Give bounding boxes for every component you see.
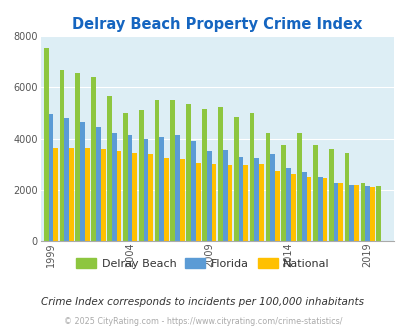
Bar xyxy=(312,145,317,241)
Text: © 2025 CityRating.com - https://www.cityrating.com/crime-statistics/: © 2025 CityRating.com - https://www.city… xyxy=(64,317,341,326)
Bar xyxy=(143,139,148,241)
Bar xyxy=(349,185,353,241)
Bar xyxy=(85,148,90,241)
Bar xyxy=(112,134,116,241)
Bar xyxy=(148,154,153,241)
Bar xyxy=(238,156,243,241)
Legend: Delray Beach, Florida, National: Delray Beach, Florida, National xyxy=(71,254,334,273)
Bar xyxy=(322,178,326,241)
Bar xyxy=(64,118,69,241)
Bar xyxy=(96,127,100,241)
Bar xyxy=(286,168,290,241)
Bar xyxy=(100,149,105,241)
Bar xyxy=(69,148,74,241)
Bar xyxy=(53,148,58,241)
Bar xyxy=(233,117,238,241)
Bar xyxy=(317,177,322,241)
Bar xyxy=(60,70,64,241)
Bar xyxy=(360,183,364,241)
Bar xyxy=(195,163,200,241)
Bar xyxy=(353,185,358,241)
Bar xyxy=(375,186,380,241)
Bar xyxy=(364,186,369,241)
Bar xyxy=(154,100,159,241)
Bar xyxy=(175,135,179,241)
Bar xyxy=(207,151,211,241)
Bar xyxy=(49,114,53,241)
Bar xyxy=(296,134,301,241)
Bar xyxy=(128,135,132,241)
Bar xyxy=(249,113,254,241)
Bar xyxy=(281,145,286,241)
Bar xyxy=(132,153,137,241)
Bar xyxy=(328,149,333,241)
Bar xyxy=(116,151,121,241)
Bar xyxy=(344,153,349,241)
Bar xyxy=(75,73,80,241)
Bar xyxy=(306,177,311,241)
Title: Delray Beach Property Crime Index: Delray Beach Property Crime Index xyxy=(72,17,362,32)
Bar xyxy=(202,109,207,241)
Bar xyxy=(186,104,191,241)
Bar xyxy=(270,154,274,241)
Bar xyxy=(254,158,258,241)
Bar xyxy=(274,171,279,241)
Bar xyxy=(217,107,222,241)
Bar xyxy=(170,100,175,241)
Bar xyxy=(44,48,49,241)
Bar xyxy=(91,77,96,241)
Bar xyxy=(159,137,164,241)
Bar xyxy=(265,134,270,241)
Bar xyxy=(191,141,195,241)
Bar xyxy=(258,164,263,241)
Bar xyxy=(337,183,342,241)
Bar xyxy=(301,172,306,241)
Bar xyxy=(107,96,112,241)
Text: Crime Index corresponds to incidents per 100,000 inhabitants: Crime Index corresponds to incidents per… xyxy=(41,297,364,307)
Bar xyxy=(139,111,143,241)
Bar xyxy=(227,165,232,241)
Bar xyxy=(164,158,168,241)
Bar xyxy=(369,187,374,241)
Bar xyxy=(80,122,85,241)
Bar xyxy=(211,164,216,241)
Bar xyxy=(123,113,128,241)
Bar xyxy=(333,183,337,241)
Bar xyxy=(222,150,227,241)
Bar xyxy=(243,165,247,241)
Bar xyxy=(179,159,184,241)
Bar xyxy=(290,174,295,241)
